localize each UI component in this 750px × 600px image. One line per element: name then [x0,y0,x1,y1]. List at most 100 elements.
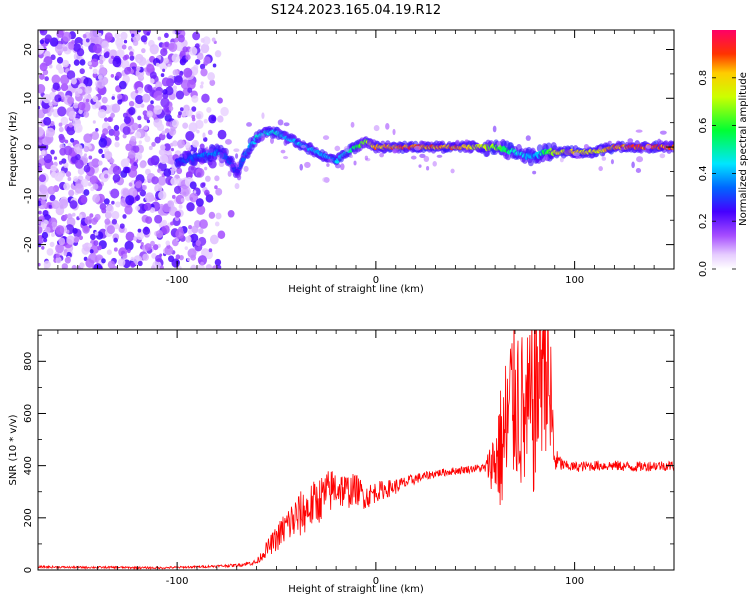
spectral-blob [464,139,469,143]
spectral-speckle [185,54,191,61]
spectral-speckle [141,48,146,54]
spectral-speckle [39,62,48,72]
spectral-blob [366,139,372,147]
spectral-blob [436,154,443,158]
spectral-speckle [146,104,155,113]
spectral-speckle [89,249,94,254]
spectral-speckle [122,188,129,196]
spectral-speckle [85,38,90,43]
spectral-blob [544,154,549,161]
spectral-speckle [77,167,85,175]
spectral-speckle [61,158,67,164]
spectral-speckle [146,63,155,73]
spectral-speckle [88,61,92,66]
spectral-speckle [124,205,133,215]
spectral-speckle [38,105,41,110]
spectral-speckle [38,155,43,160]
spectral-speckle [181,187,190,197]
spectral-speckle [119,223,125,229]
spectral-blob [392,148,399,154]
spectral-speckle [186,202,195,212]
spectral-speckle [122,126,131,135]
spectral-speckle [146,31,150,36]
spectral-speckle [158,190,167,200]
colorbar-bar [712,30,736,269]
spectral-speckle [124,158,130,164]
spectral-speckle [77,101,86,111]
spectral-speckle [97,32,102,38]
spectral-speckle [87,182,92,187]
spectral-speckle [107,167,115,175]
spectral-speckle [60,83,69,92]
spectral-speckle [138,140,142,145]
spectral-speckle [167,200,175,208]
spectral-speckle [43,237,48,243]
spectral-speckle [140,241,144,246]
spectral-speckle [120,31,128,40]
spectral-speckle [170,147,175,152]
colorbar-tick-label: 0.4 [698,165,709,181]
spectral-speckle [43,116,52,126]
spectral-speckle [83,164,91,173]
x-tick-label: 0 [373,275,379,286]
spectral-speckle [135,205,141,211]
spectral-speckle [88,242,93,248]
spectral-speckle [42,93,52,104]
spectral-speckle [98,138,108,148]
spectral-speckle [106,225,115,235]
spectral-speckle [126,248,131,254]
spectral-speckle [136,231,144,241]
spectral-speckle [137,59,141,63]
spectral-speckle [85,98,90,103]
spectral-blob [657,138,662,146]
spectral-speckle [195,240,201,246]
spectral-speckle [180,198,185,203]
x-tick-label: 100 [565,576,584,587]
spectral-blob [280,149,286,154]
spectral-speckle [113,223,120,230]
spectral-speckle [191,114,196,119]
spectral-speckle [60,74,70,85]
spectral-speckle [111,96,115,100]
spectral-blob [349,154,353,159]
spectral-speckle [137,260,143,267]
spectral-blob [243,165,249,172]
spectral-speckle [41,150,46,155]
spectral-speckle [114,32,121,39]
spectral-speckle [128,107,136,116]
spectral-speckle [128,182,133,187]
spectral-speckle [89,213,94,218]
spectral-speckle [161,130,166,135]
spectral-speckle [117,258,126,267]
spectral-blob [455,139,460,145]
spectral-speckle [217,230,226,239]
spectrogram-x-ticks: -100 0 100 [37,30,675,286]
spectral-speckle [172,140,178,147]
spectral-speckle [65,171,72,178]
colorbar-tick-label: 0.6 [698,118,709,134]
spectral-blob [277,119,284,126]
spectral-speckle [39,73,45,80]
spectral-blob [635,129,643,133]
spectral-speckle [161,224,170,235]
colorbar: 0.0 0.2 0.4 0.6 0.8 Normalized spectral ampl… [698,30,749,277]
spectral-speckle [167,63,171,68]
spectral-speckle [71,40,75,45]
spectral-speckle [130,256,135,262]
spectral-speckle [144,135,151,143]
spectral-blob [575,155,582,159]
spectral-blob [645,144,652,149]
spectral-speckle [101,96,108,104]
spectral-speckle [91,158,100,168]
spectral-speckle [47,185,56,195]
spectral-speckle [191,106,197,112]
spectral-speckle [191,225,199,234]
spectral-speckle [73,59,80,66]
spectral-speckle [203,118,208,124]
spectral-speckle [74,183,84,194]
spectral-speckle [103,173,109,179]
spectral-speckle [64,256,71,264]
spectral-speckle [164,32,169,38]
spectral-speckle [38,219,41,225]
spectral-blob [343,146,350,152]
